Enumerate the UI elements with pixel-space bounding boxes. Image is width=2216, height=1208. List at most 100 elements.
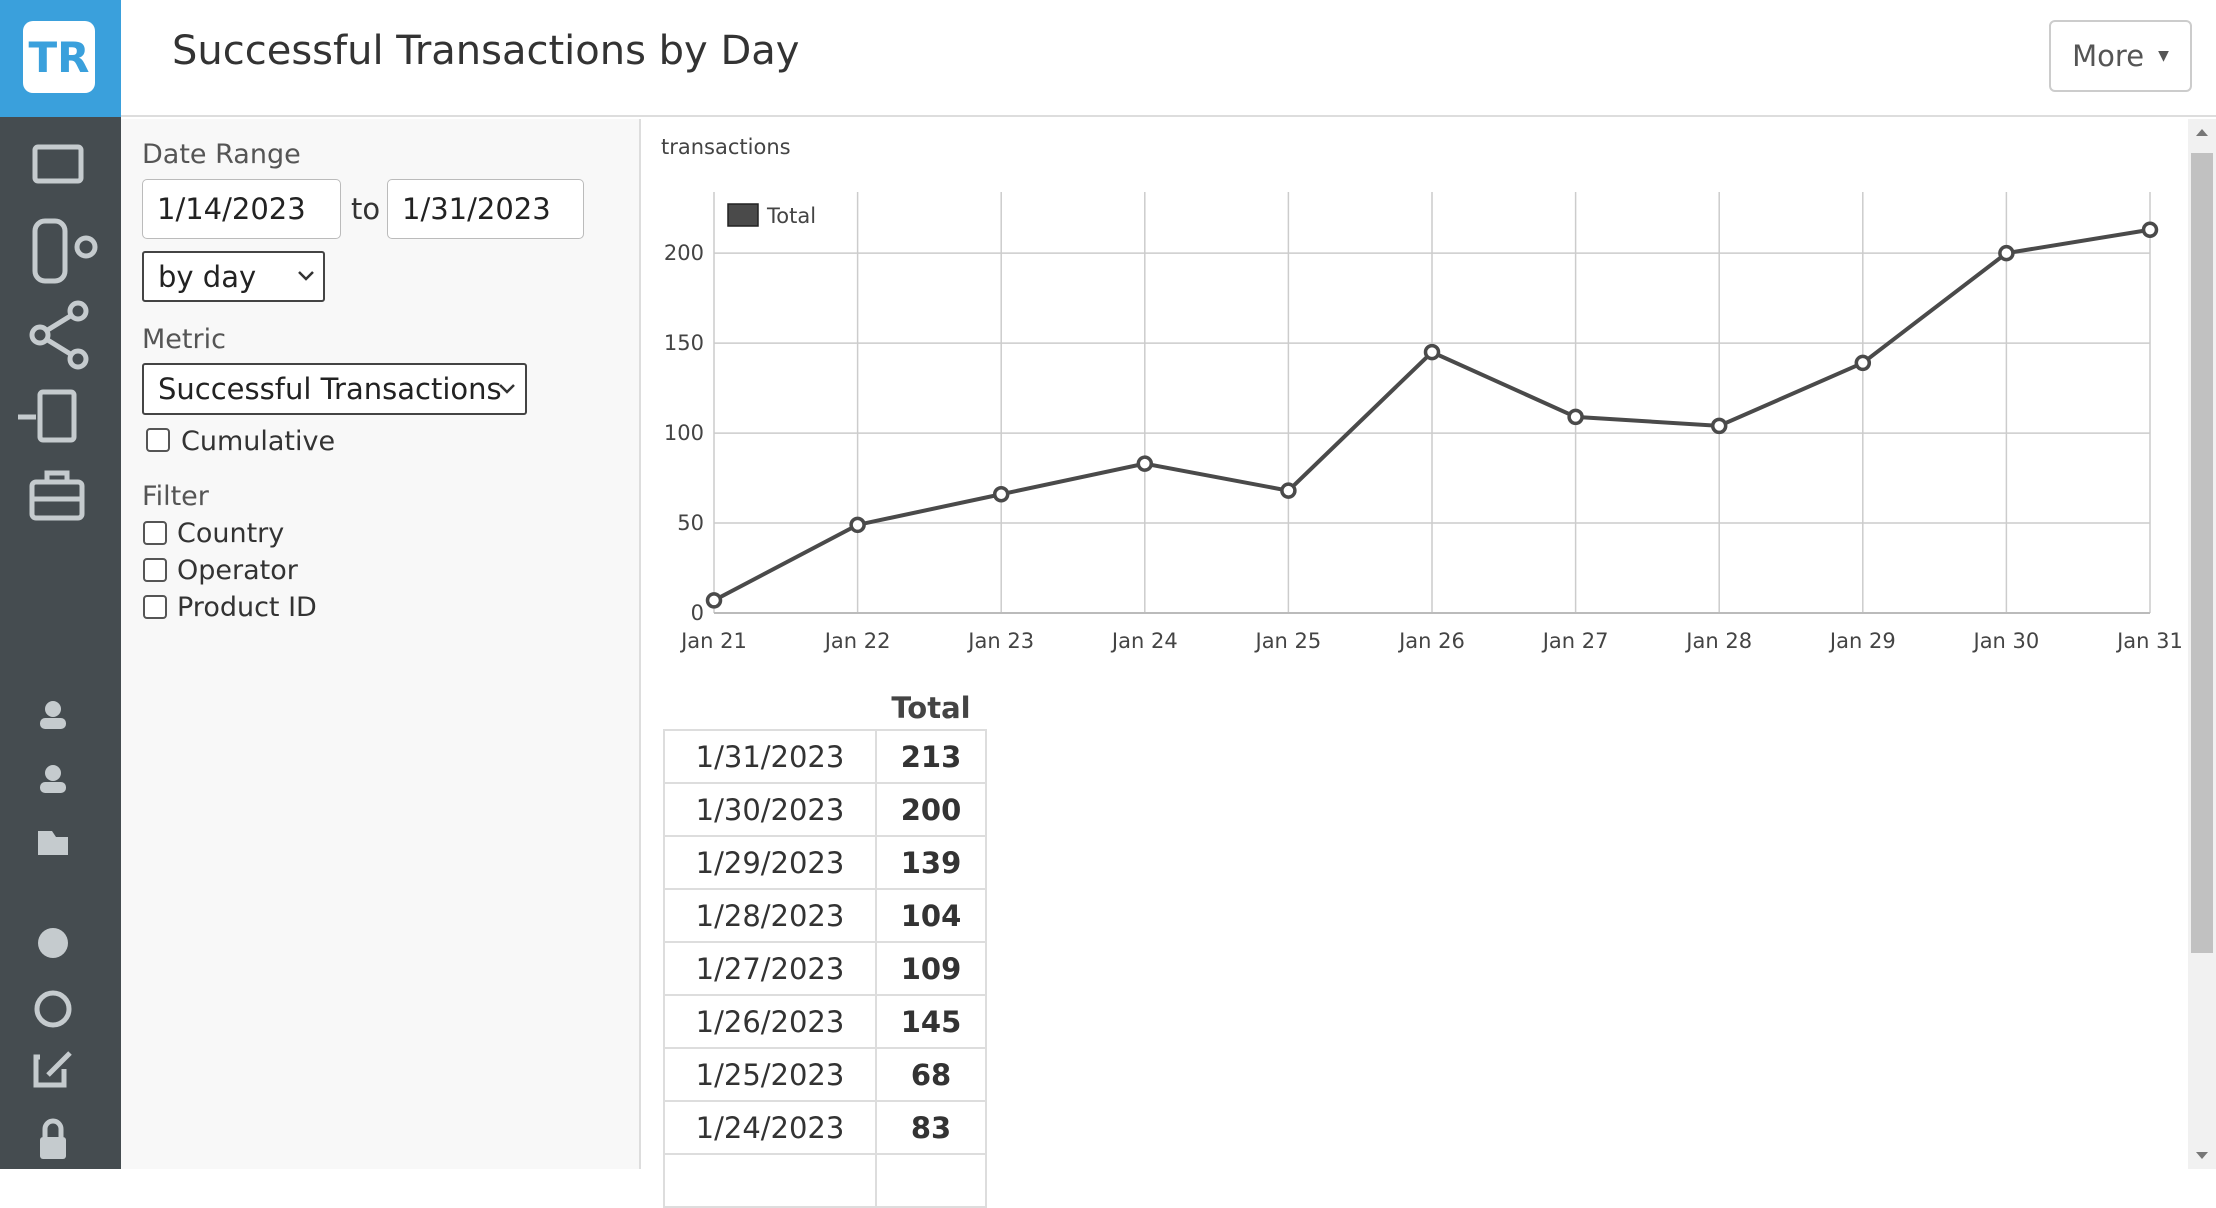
scroll-up[interactable] bbox=[2194, 127, 2210, 137]
legend-swatch bbox=[727, 203, 759, 227]
sidebar-icons bbox=[18, 144, 98, 1159]
chart: transactions Jan 21 Jan 22 Jan 23 Jan 24 Jan… bbox=[661, 135, 2183, 653]
table-value: 139 bbox=[875, 835, 987, 890]
interval-value: by day bbox=[158, 259, 257, 294]
table-value: 68 bbox=[875, 1047, 987, 1102]
icon-globe[interactable] bbox=[38, 928, 68, 958]
table-date: 1/25/2023 bbox=[663, 1047, 877, 1102]
data-point bbox=[849, 516, 866, 534]
sidebar bbox=[0, 117, 121, 1169]
y-tick-label: 50 bbox=[677, 511, 704, 535]
table-row: 1/29/2023 139 bbox=[663, 835, 987, 890]
data-point bbox=[1423, 343, 1441, 361]
x-tick-label: Jan 29 bbox=[1828, 629, 1896, 653]
data-point bbox=[1280, 482, 1297, 499]
filter-checkbox[interactable] bbox=[143, 595, 167, 619]
select-arrow bbox=[499, 384, 515, 394]
data-point bbox=[1136, 455, 1154, 472]
icon-share[interactable] bbox=[67, 300, 89, 322]
table-date: 1/30/2023 bbox=[663, 782, 877, 837]
y-tick-label: 100 bbox=[664, 421, 704, 445]
select-arrow bbox=[298, 271, 314, 281]
caret: ▼ bbox=[2158, 48, 2169, 64]
icon-user[interactable] bbox=[45, 701, 61, 717]
filter-label: Country bbox=[177, 518, 285, 549]
table-row: 1/25/2023 68 bbox=[663, 1047, 987, 1102]
x-tick-label: Jan 27 bbox=[1541, 629, 1609, 653]
x-tick-label: Jan 25 bbox=[1254, 629, 1322, 653]
table-date: 1/24/2023 bbox=[663, 1100, 877, 1155]
table-value: 200 bbox=[875, 782, 987, 837]
interval-select[interactable]: by day bbox=[142, 251, 325, 302]
table-row: 1/30/2023 200 bbox=[663, 782, 987, 837]
table-date: 1/26/2023 bbox=[663, 994, 877, 1049]
to-label: to bbox=[351, 192, 381, 226]
table-date: 1/28/2023 bbox=[663, 888, 877, 943]
table-cell bbox=[663, 1153, 877, 1208]
x-tick-label: Jan 28 bbox=[1684, 629, 1752, 653]
x-tick-label: Jan 30 bbox=[1972, 629, 2040, 653]
table-value: 104 bbox=[875, 888, 987, 943]
x-tick-label: Jan 31 bbox=[2115, 629, 2183, 653]
data-point bbox=[1854, 354, 1872, 372]
metric-label: Metric bbox=[142, 324, 226, 355]
table-row: 1/31/2023 213 bbox=[663, 729, 987, 784]
header: Successful Transactions by Day More ▼ bbox=[121, 0, 2216, 117]
x-tick-label: Jan 24 bbox=[1110, 629, 1178, 653]
table-wrap: Total 1/31/2023 213 1/30/2023 200 1/29/2023 1… bbox=[663, 686, 987, 1208]
table-row: 1/26/2023 145 bbox=[663, 994, 987, 1049]
table-row bbox=[663, 1153, 987, 1208]
x-tick-label: Jan 26 bbox=[1397, 629, 1465, 653]
table-cell bbox=[875, 1153, 987, 1208]
y-axis-label: transactions bbox=[661, 135, 791, 159]
scroll-thumb[interactable] bbox=[2191, 153, 2213, 953]
filter-checkbox[interactable] bbox=[143, 521, 167, 545]
data-point bbox=[1710, 417, 1728, 435]
icon-dashboard[interactable] bbox=[32, 144, 84, 184]
data-point bbox=[1567, 408, 1584, 426]
x-tick-label: Jan 22 bbox=[823, 629, 891, 653]
icon-user[interactable] bbox=[45, 765, 61, 781]
date-to-input[interactable]: 1/31/2023 bbox=[387, 179, 584, 239]
filter-label: Product ID bbox=[177, 592, 317, 623]
filter-label: Filter bbox=[142, 481, 209, 512]
icon-help[interactable] bbox=[34, 990, 72, 1028]
table-value: 83 bbox=[875, 1100, 987, 1155]
date-range-label: Date Range bbox=[142, 139, 301, 170]
scrollbar[interactable] bbox=[2188, 119, 2216, 1169]
icon-user-chart[interactable] bbox=[32, 218, 68, 284]
data-point bbox=[2141, 221, 2159, 239]
date-from-input[interactable]: 1/14/2023 bbox=[142, 179, 341, 239]
x-tick-label: Jan 23 bbox=[966, 629, 1034, 653]
page-title: Successful Transactions by Day bbox=[172, 28, 800, 74]
table-value: 145 bbox=[875, 994, 987, 1049]
icon-lock[interactable] bbox=[40, 1137, 66, 1159]
more-button[interactable]: More ▼ bbox=[2049, 20, 2192, 92]
table-date: 1/31/2023 bbox=[663, 729, 877, 784]
cumulative-checkbox[interactable] bbox=[146, 428, 170, 452]
data-table: Total 1/31/2023 213 1/30/2023 200 1/29/2023 1… bbox=[663, 686, 987, 1208]
icon-folder[interactable] bbox=[38, 831, 68, 855]
y-tick-label: 150 bbox=[664, 331, 704, 355]
metric-select[interactable]: Successful Transactions bbox=[142, 363, 527, 415]
y-tick-label: 200 bbox=[664, 241, 704, 265]
logo-area[interactable]: TR bbox=[0, 0, 121, 117]
filter-checkbox[interactable] bbox=[143, 558, 167, 582]
filter-label: Operator bbox=[177, 555, 298, 586]
y-tick-label: 0 bbox=[691, 601, 704, 625]
data-point bbox=[1998, 244, 2015, 262]
scroll-down[interactable] bbox=[2194, 1151, 2210, 1161]
x-tick-label: Jan 21 bbox=[679, 629, 747, 653]
more-label: More bbox=[2072, 39, 2145, 73]
legend-label: Total bbox=[766, 204, 816, 228]
data-point bbox=[992, 486, 1010, 503]
table-row: 1/27/2023 109 bbox=[663, 941, 987, 996]
table-row: 1/24/2023 83 bbox=[663, 1100, 987, 1155]
data-point bbox=[705, 592, 723, 609]
icon-export[interactable] bbox=[37, 389, 77, 443]
table-date: 1/27/2023 bbox=[663, 941, 877, 996]
table-value: 109 bbox=[875, 941, 987, 996]
metric-value: Successful Transactions bbox=[158, 372, 502, 406]
icon-edit[interactable] bbox=[33, 1051, 72, 1088]
